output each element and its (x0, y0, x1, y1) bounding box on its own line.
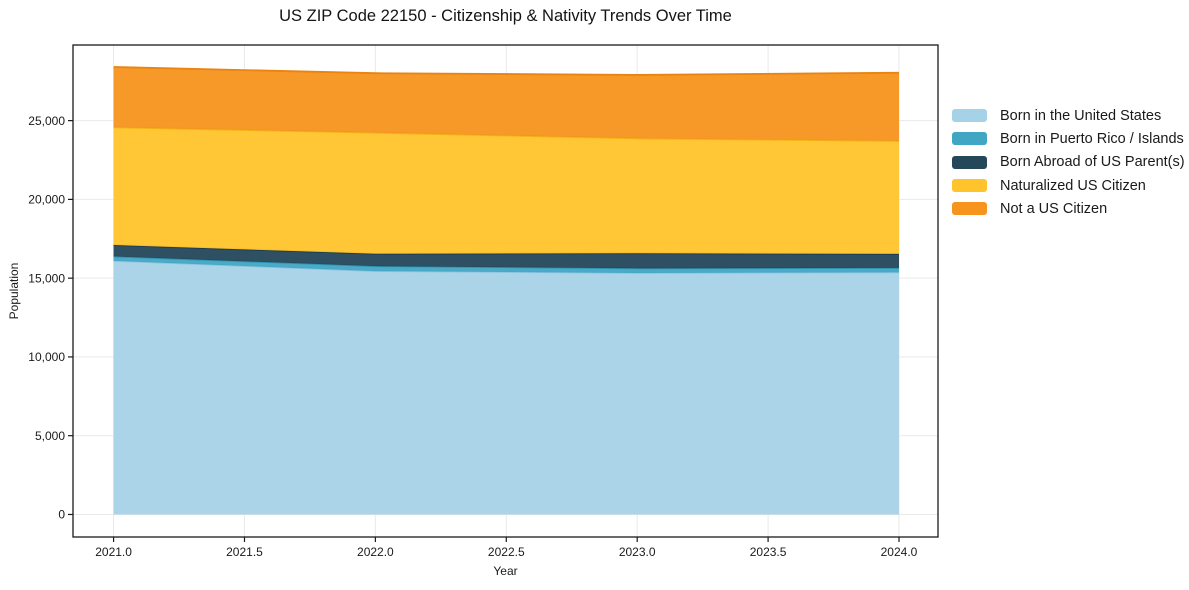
y-axis-label: Population (7, 262, 21, 320)
legend-swatch-icon (952, 202, 987, 216)
legend-swatch-icon (952, 109, 987, 123)
legend-label: Born in Puerto Rico / Islands (1000, 130, 1184, 147)
x-tick-label: 2024.0 (881, 545, 918, 559)
x-tick-label: 2023.5 (750, 545, 787, 559)
x-axis-label: Year (493, 564, 518, 578)
area-not-a-us-citizen (113, 66, 899, 141)
legend-label: Not a US Citizen (1000, 200, 1108, 217)
y-tick-label: 5,000 (35, 429, 65, 443)
legend-swatch-icon (952, 179, 987, 193)
x-tick-label: 2023.0 (619, 545, 656, 559)
legend-label: Naturalized US Citizen (1000, 177, 1146, 194)
y-tick-label: 10,000 (28, 350, 65, 364)
legend-swatch-icon (952, 155, 987, 169)
x-tick-label: 2022.5 (488, 545, 525, 559)
legend-item-born-in-the-united-states: Born in the United States (952, 104, 1185, 127)
y-tick-label: 0 (58, 508, 65, 522)
x-tick-label: 2022.0 (357, 545, 394, 559)
chart-title: US ZIP Code 22150 - Citizenship & Nativi… (279, 7, 732, 25)
legend-item-born-abroad-of-us-parent-s: Born Abroad of US Parent(s) (952, 151, 1185, 174)
legend-item-born-in-puerto-rico-islands: Born in Puerto Rico / Islands (952, 127, 1185, 150)
legend-item-not-a-us-citizen: Not a US Citizen (952, 197, 1185, 220)
y-tick-label: 15,000 (28, 271, 65, 285)
area-edge-not-a-us-citizen (113, 66, 899, 76)
y-tick-label: 25,000 (28, 114, 65, 128)
area-born-abroad-of-us-parent-s (113, 244, 899, 269)
y-tick-label: 20,000 (28, 193, 65, 207)
legend-item-naturalized-us-citizen: Naturalized US Citizen (952, 174, 1185, 197)
legend: Born in the United States Born in Puerto … (952, 104, 1185, 220)
legend-label: Born Abroad of US Parent(s) (1000, 154, 1185, 171)
legend-swatch-icon (952, 132, 987, 146)
area-naturalized-us-citizen (113, 127, 899, 254)
plot-frame (72, 44, 939, 538)
area-born-in-the-united-states (113, 260, 899, 515)
legend-label: Born in the United States (1000, 107, 1162, 124)
x-tick-label: 2021.0 (95, 545, 132, 559)
x-tick-label: 2021.5 (226, 545, 263, 559)
